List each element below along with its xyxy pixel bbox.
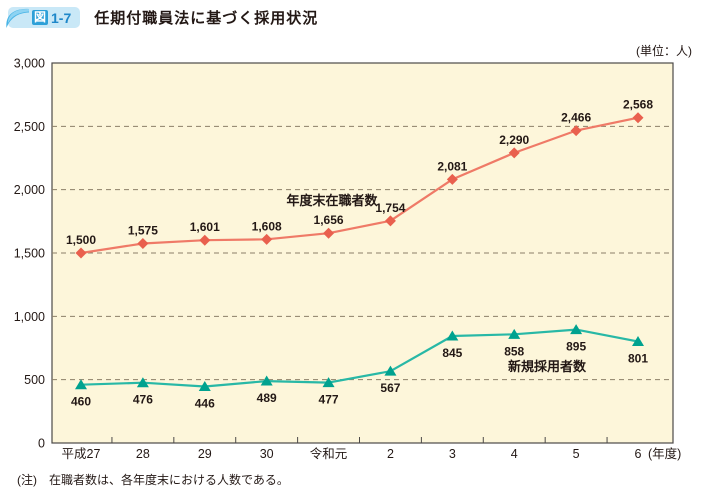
- x-tick-label: 2: [387, 447, 394, 461]
- data-label: 1,608: [252, 219, 282, 233]
- figure-title: 任期付職員法に基づく採用状況: [94, 10, 319, 27]
- data-label: 2,568: [623, 98, 653, 112]
- data-point-marker: [384, 215, 396, 227]
- data-label: 845: [442, 346, 462, 360]
- data-label: 1,601: [190, 220, 220, 234]
- data-label: 2,466: [561, 111, 591, 125]
- x-axis-suffix: (年度): [648, 446, 681, 461]
- data-label: 2,290: [499, 133, 529, 147]
- y-tick-label: 1,000: [14, 310, 45, 324]
- series-line: [80, 328, 639, 388]
- data-point-marker: [570, 324, 583, 335]
- data-point-marker: [137, 238, 149, 249]
- y-tick-label: 500: [24, 373, 45, 387]
- y-tick-label: 3,000: [14, 57, 45, 71]
- data-point-marker: [198, 381, 211, 392]
- x-tick-label: 30: [260, 447, 274, 461]
- data-label: 1,656: [314, 213, 344, 227]
- unit-label: (単位：人): [636, 44, 692, 58]
- footnote: (注) 在職者数は、各年度末における人数である。: [17, 473, 289, 487]
- y-tick-label: 2,000: [14, 183, 45, 197]
- figure-badge-prefix: 図: [32, 10, 49, 25]
- data-label: 489: [257, 391, 277, 405]
- data-point-marker: [446, 330, 459, 341]
- series-name-annotation: 新規採用者数: [508, 359, 587, 374]
- data-point-marker: [508, 328, 521, 339]
- figure-badge-number: 1-7: [51, 9, 72, 26]
- data-label: 567: [380, 381, 400, 395]
- x-tick-label: 5: [573, 447, 580, 461]
- data-point-marker: [632, 336, 644, 347]
- x-tick-label: 3: [449, 447, 456, 461]
- data-point-marker: [446, 173, 458, 185]
- x-tick-label: 4: [511, 447, 518, 461]
- y-tick-label: 1,500: [14, 247, 45, 261]
- x-tick-label: 29: [198, 447, 212, 461]
- data-label: 2,081: [437, 159, 467, 173]
- data-label: 1,754: [375, 201, 405, 215]
- data-point-marker: [632, 112, 644, 124]
- data-label: 477: [319, 393, 339, 407]
- series-name-annotation: 年度末在職者数: [286, 193, 378, 208]
- data-point-marker: [261, 233, 273, 245]
- data-label: 895: [566, 340, 586, 354]
- data-label: 446: [195, 397, 215, 411]
- data-point-marker: [508, 147, 520, 159]
- data-label: 460: [71, 395, 91, 409]
- swoosh-icon: [6, 8, 29, 28]
- data-label: 1,500: [66, 233, 96, 247]
- data-point-marker: [260, 375, 273, 386]
- y-tick-label: 0: [38, 437, 45, 451]
- data-label: 476: [133, 393, 153, 407]
- x-tick-label: 令和元: [310, 446, 348, 461]
- data-point-marker: [384, 365, 397, 376]
- data-label: 858: [504, 344, 524, 358]
- data-point-marker: [322, 377, 335, 388]
- figure-header: 図 1-7 任期付職員法に基づく採用状況: [6, 7, 319, 28]
- data-point-marker: [570, 125, 582, 137]
- data-point-marker: [75, 247, 87, 259]
- data-label: 1,575: [128, 224, 158, 238]
- data-point-marker: [323, 227, 335, 239]
- data-point-marker: [199, 234, 211, 246]
- data-point-marker: [75, 379, 87, 390]
- x-tick-label: 平成27: [62, 447, 101, 461]
- series-line: [80, 116, 639, 255]
- y-tick-label: 2,500: [14, 120, 45, 134]
- x-tick-label: 6: [635, 447, 642, 461]
- data-point-marker: [136, 377, 149, 388]
- figure-number-badge: 図 1-7: [6, 7, 81, 28]
- x-tick-label: 28: [136, 447, 150, 461]
- data-label: 801: [628, 352, 648, 366]
